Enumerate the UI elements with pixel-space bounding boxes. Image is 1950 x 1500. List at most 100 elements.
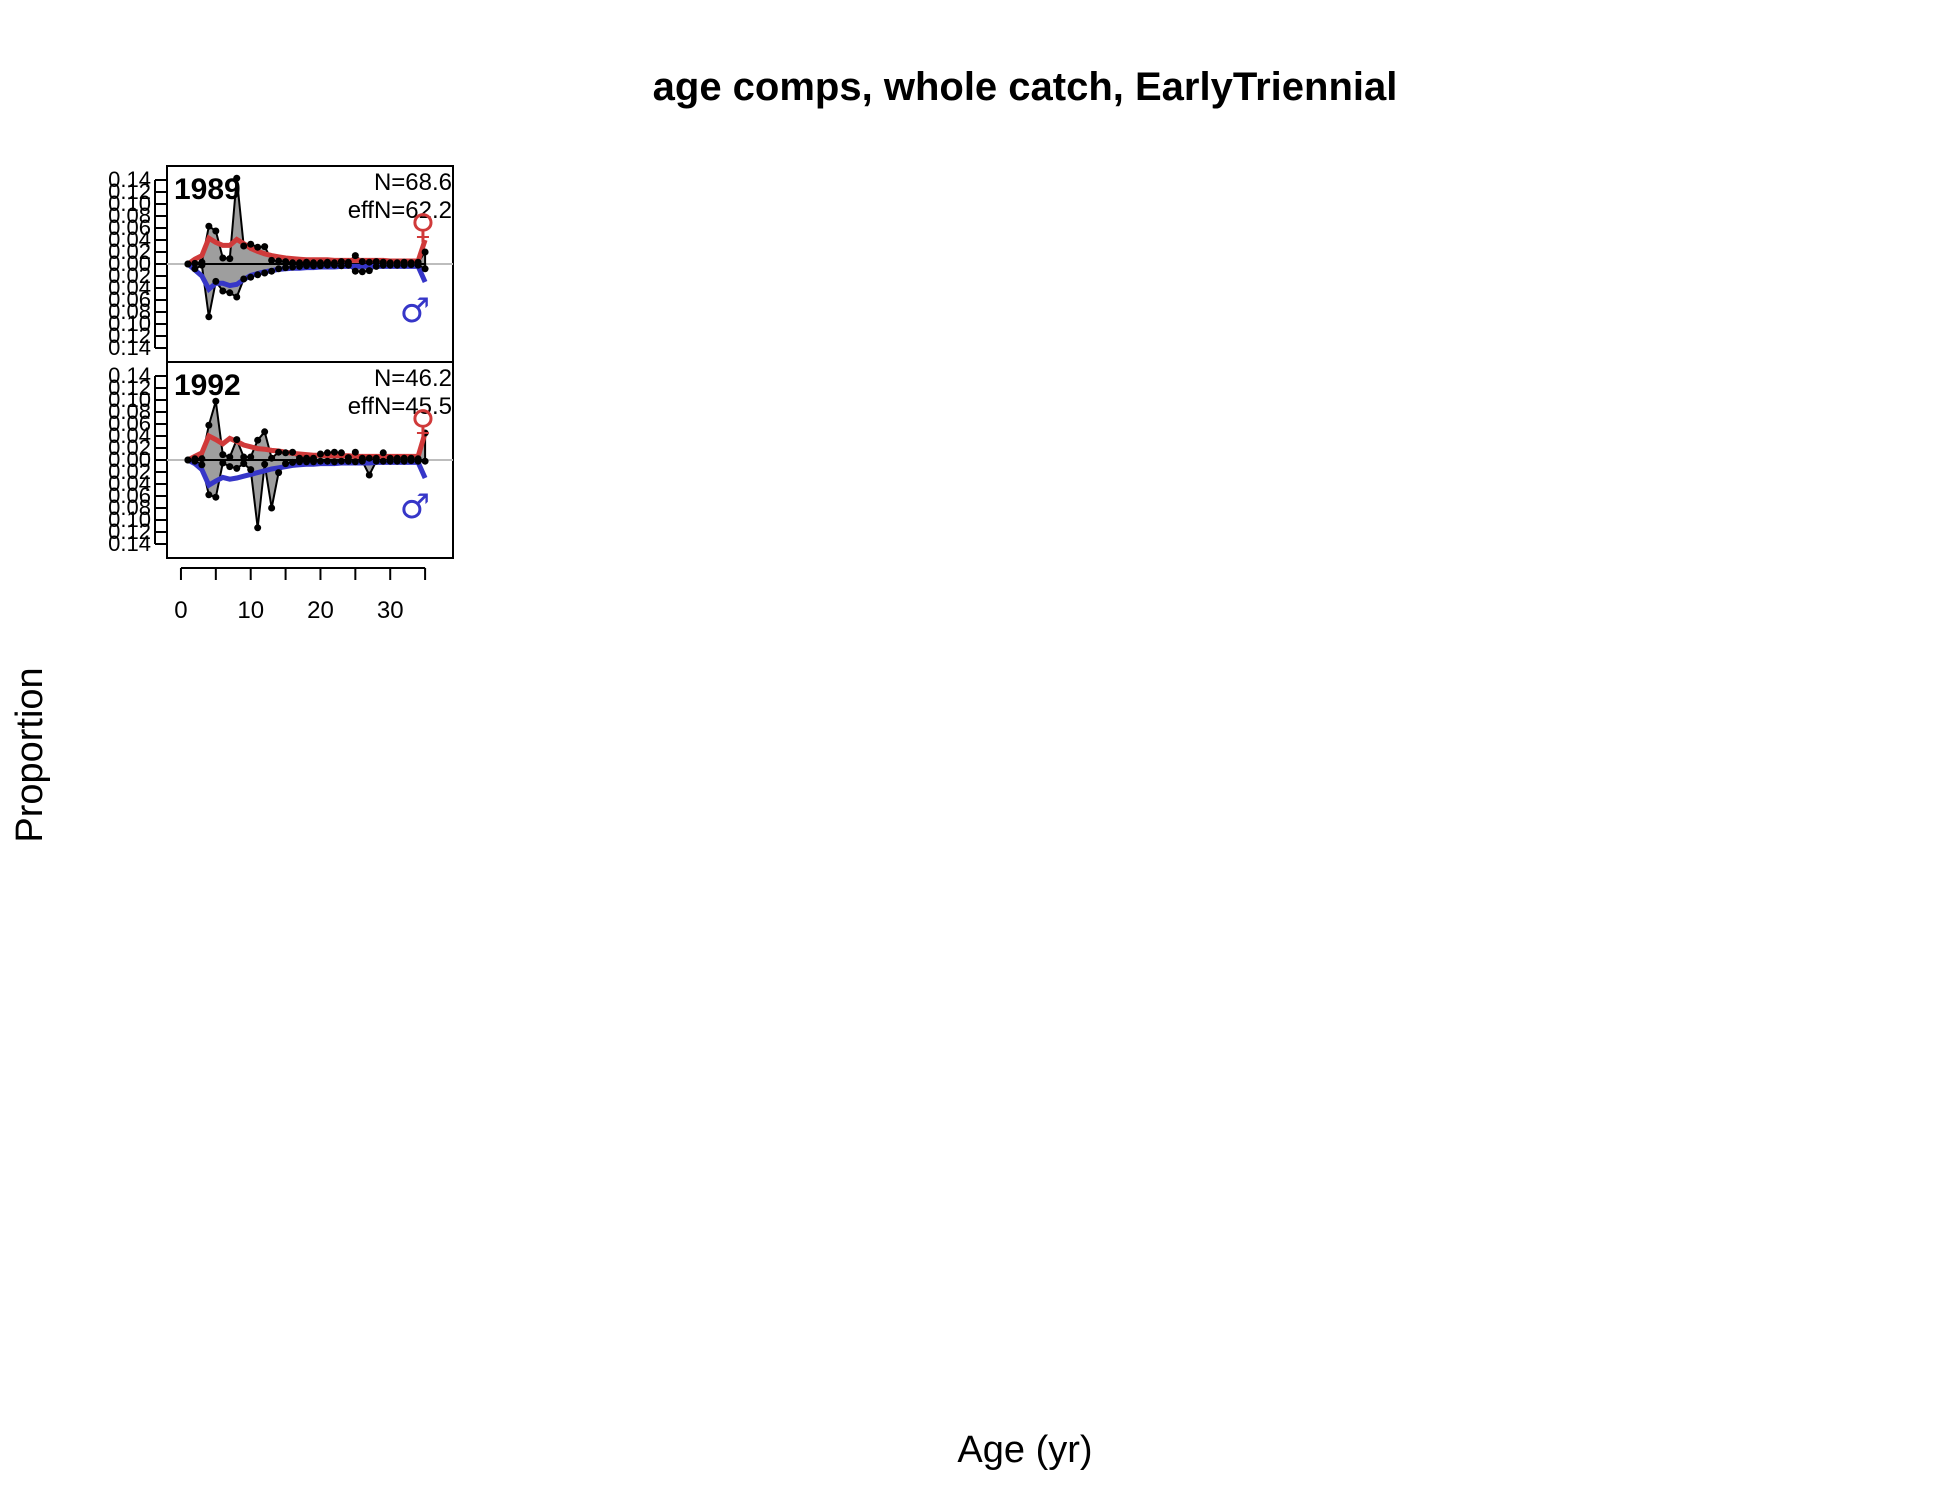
y-tick-label: 0.06 — [108, 215, 151, 240]
female-symbol-icon: ♀ — [411, 403, 436, 443]
male-observed-point — [337, 262, 345, 270]
female-observed-point — [191, 259, 199, 267]
y-tick-label: 0.14 — [108, 363, 151, 388]
female-observed-point — [351, 252, 359, 260]
x-tick-label: 10 — [237, 597, 264, 624]
female-observed-point — [268, 256, 276, 264]
female-observed-point — [421, 429, 429, 437]
male-observed-point — [275, 469, 283, 477]
male-observed-point — [233, 464, 241, 472]
male-observed-point — [379, 261, 387, 269]
y-tick-label: 0.06 — [108, 411, 151, 436]
male-observed-point — [184, 260, 192, 268]
y-tick-label: 0.02 — [108, 239, 151, 264]
female-observed-point — [205, 421, 213, 429]
y-tick-label: 0.12 — [108, 519, 151, 544]
female-observed-point — [219, 254, 227, 262]
female-observed-point — [247, 453, 255, 461]
y-tick-label: 0.10 — [108, 311, 151, 336]
y-tick-label: 0.08 — [108, 299, 151, 324]
y-tick-label: 0.10 — [108, 191, 151, 216]
female-observed-point — [372, 258, 380, 266]
male-observed-point — [421, 457, 429, 465]
male-observed-point — [365, 267, 373, 275]
male-observed-point — [400, 261, 408, 269]
male-observed-point — [261, 460, 269, 468]
x-axis: 0 10 20 30 — [174, 567, 427, 624]
y-tick-label: 0.10 — [108, 507, 151, 532]
y-tick-label: 0.08 — [108, 495, 151, 520]
female-observed-point — [198, 455, 206, 463]
y-tick-label: 0.06 — [108, 287, 151, 312]
male-observed-point — [240, 275, 248, 283]
male-observed-point — [316, 457, 324, 465]
male-observed-point — [407, 457, 415, 465]
panel-year-label: 1989 — [174, 173, 241, 206]
male-observed-point — [289, 263, 297, 271]
x-tick-label: 30 — [377, 597, 404, 624]
y-tick-label: 0.14 — [108, 531, 151, 556]
y-tick-label: 0.04 — [108, 471, 151, 496]
y-tick-label: 0.12 — [108, 323, 151, 348]
y-tick-label: 0.14 — [108, 335, 151, 360]
y-tick-label: 0.10 — [108, 387, 151, 412]
female-symbol-icon: ♀ — [411, 207, 436, 247]
male-observed-point — [337, 457, 345, 465]
male-symbol-icon: ♂ — [400, 487, 430, 527]
y-tick-label: 0.08 — [108, 399, 151, 424]
panels-group: 0.140.120.100.080.060.040.020.000.020.04… — [108, 165, 454, 559]
male-observed-point — [330, 261, 338, 269]
y-tick-label: 0.02 — [108, 435, 151, 460]
female-observed-point — [358, 258, 366, 266]
female-observed-point — [275, 257, 283, 265]
male-observed-point — [247, 466, 255, 474]
y-tick-label: 0.14 — [108, 167, 151, 192]
chart-title: age comps, whole catch, EarlyTriennial — [653, 65, 1398, 109]
y-axis-label: Proportion — [9, 667, 51, 842]
panel-effn-label: effN=45.5 — [348, 393, 452, 420]
male-observed-point — [219, 459, 227, 467]
male-observed-point — [233, 293, 241, 301]
male-observed-point — [198, 261, 206, 269]
panel-1989: 0.140.120.100.080.060.040.020.000.020.04… — [108, 165, 454, 363]
male-observed-point — [351, 458, 359, 466]
female-observed-point — [282, 258, 290, 266]
male-observed-point — [323, 261, 331, 269]
female-observed-point — [289, 448, 297, 456]
male-observed-point — [275, 265, 283, 273]
male-observed-point — [309, 458, 317, 466]
male-observed-point — [358, 268, 366, 276]
y-tick-label: 0.04 — [108, 275, 151, 300]
female-observed-point — [261, 243, 269, 251]
male-observed-point — [205, 313, 213, 321]
male-observed-point — [407, 261, 415, 269]
male-observed-point — [226, 289, 234, 297]
y-tick-label: 0.06 — [108, 483, 151, 508]
male-observed-point — [309, 262, 317, 270]
female-observed-point — [233, 174, 241, 182]
male-observed-point — [400, 457, 408, 465]
male-observed-point — [303, 262, 311, 270]
y-tick-label: 0.00 — [108, 251, 151, 276]
male-observed-point — [344, 457, 352, 465]
male-observed-point — [212, 277, 220, 285]
male-observed-point — [254, 524, 262, 532]
x-axis-label: Age (yr) — [957, 1429, 1092, 1471]
male-observed-point — [191, 457, 199, 465]
panel-1992: 0.140.120.100.080.060.040.020.000.020.04… — [108, 361, 454, 559]
male-observed-point — [414, 261, 422, 269]
female-observed-point — [205, 222, 213, 230]
female-observed-point — [282, 449, 290, 457]
male-observed-point — [330, 458, 338, 466]
male-observed-point — [205, 491, 213, 499]
male-observed-point — [358, 457, 366, 465]
panel-effn-label: effN=62.2 — [348, 197, 452, 224]
male-observed-point — [372, 457, 380, 465]
male-observed-point — [282, 264, 290, 272]
male-observed-point — [240, 460, 248, 468]
male-observed-point — [226, 463, 234, 471]
male-observed-point — [268, 504, 276, 512]
male-observed-point — [386, 457, 394, 465]
female-expected-line — [186, 432, 428, 463]
